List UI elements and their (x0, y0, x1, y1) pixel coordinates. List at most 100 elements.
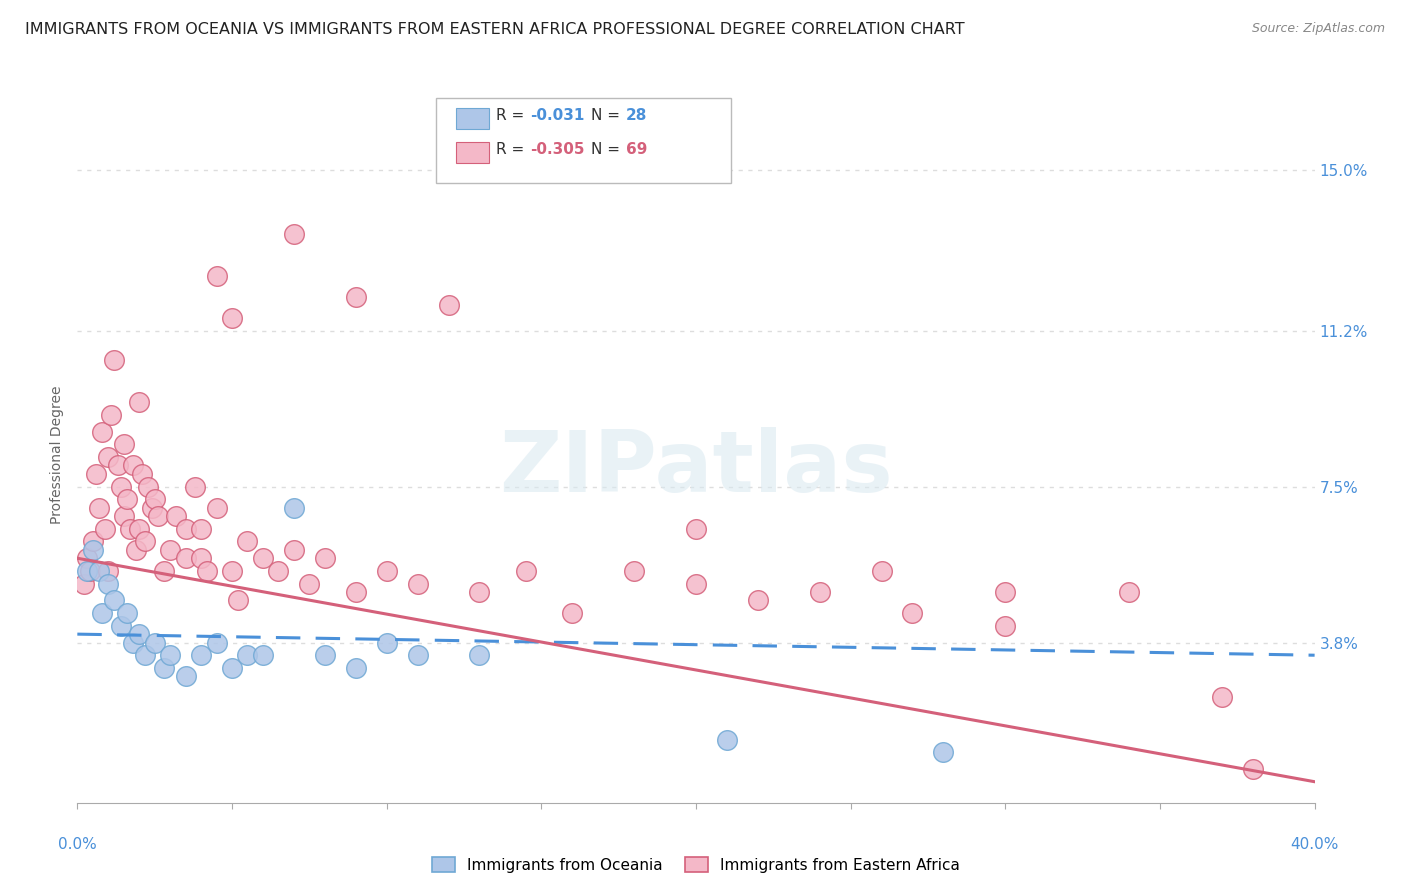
Point (205, 500, 228, 515)
Point (97, 564, 120, 578)
Point (236, 648, 259, 663)
Point (468, 648, 491, 663)
Text: -0.031: -0.031 (530, 109, 585, 123)
Text: R =: R = (496, 109, 530, 123)
Point (267, 564, 290, 578)
Point (190, 648, 212, 663)
Point (131, 467, 153, 481)
Point (76, 551, 98, 566)
Point (1118, 585, 1140, 599)
Point (174, 669, 197, 683)
Point (344, 661, 367, 675)
Point (76, 564, 98, 578)
Point (146, 509, 169, 524)
Point (128, 627, 150, 641)
Point (406, 576, 429, 591)
Point (252, 648, 274, 663)
Point (174, 522, 197, 536)
Point (561, 606, 583, 620)
Text: 28: 28 (626, 109, 647, 123)
Point (298, 576, 321, 591)
Point (283, 542, 305, 557)
Point (143, 492, 166, 507)
Text: 40.0%: 40.0% (1291, 837, 1339, 852)
Point (138, 479, 160, 493)
Text: N =: N = (591, 143, 624, 157)
Point (159, 648, 181, 663)
Point (72, 576, 94, 591)
Point (468, 585, 491, 599)
Point (747, 593, 769, 607)
Point (236, 534, 259, 549)
Point (221, 661, 243, 675)
Point (134, 648, 156, 663)
Text: -0.305: -0.305 (530, 143, 585, 157)
Point (184, 479, 207, 493)
Point (94, 522, 117, 536)
Point (141, 500, 163, 515)
Point (153, 661, 176, 675)
Point (128, 395, 150, 409)
Point (87, 564, 110, 578)
Point (808, 585, 831, 599)
Point (205, 635, 228, 649)
Point (107, 458, 129, 473)
Point (994, 618, 1017, 632)
Y-axis label: Professional Degree: Professional Degree (51, 385, 65, 524)
Point (82, 542, 104, 557)
Point (174, 551, 197, 566)
Point (82, 534, 104, 549)
Point (134, 534, 156, 549)
Point (205, 268, 228, 283)
Point (97, 576, 120, 591)
Text: Source: ZipAtlas.com: Source: ZipAtlas.com (1251, 22, 1385, 36)
Point (623, 564, 645, 578)
Point (122, 458, 145, 473)
Point (115, 492, 138, 507)
Point (221, 310, 243, 325)
Text: R =: R = (496, 143, 530, 157)
Point (344, 290, 367, 304)
Point (112, 437, 135, 451)
Point (128, 522, 150, 536)
Point (283, 500, 305, 515)
Point (226, 593, 249, 607)
Point (437, 298, 460, 312)
Point (901, 606, 924, 620)
Point (406, 648, 429, 663)
Point (97, 450, 120, 464)
Point (344, 585, 367, 599)
Text: 0.0%: 0.0% (58, 837, 97, 852)
Point (87, 500, 110, 515)
Point (870, 564, 893, 578)
Text: IMMIGRANTS FROM OCEANIA VS IMMIGRANTS FROM EASTERN AFRICA PROFESSIONAL DEGREE CO: IMMIGRANTS FROM OCEANIA VS IMMIGRANTS FR… (25, 22, 965, 37)
Point (91, 425, 114, 439)
Point (716, 732, 738, 747)
Point (122, 635, 145, 649)
Point (283, 227, 305, 241)
Legend: Immigrants from Oceania, Immigrants from Eastern Africa: Immigrants from Oceania, Immigrants from… (426, 850, 966, 879)
Point (125, 542, 148, 557)
Point (685, 522, 707, 536)
Point (375, 635, 398, 649)
Point (314, 551, 336, 566)
Point (1241, 762, 1264, 776)
Point (190, 522, 212, 536)
Point (195, 564, 218, 578)
Point (103, 353, 125, 368)
Text: N =: N = (591, 109, 624, 123)
Point (1211, 690, 1233, 705)
Point (159, 542, 181, 557)
Point (115, 606, 138, 620)
Point (685, 576, 707, 591)
Point (221, 564, 243, 578)
Point (91, 606, 114, 620)
Point (515, 564, 537, 578)
Point (112, 509, 135, 524)
Point (153, 564, 176, 578)
Point (190, 551, 212, 566)
Point (118, 522, 141, 536)
Point (375, 564, 398, 578)
Point (110, 618, 132, 632)
Point (100, 408, 122, 422)
